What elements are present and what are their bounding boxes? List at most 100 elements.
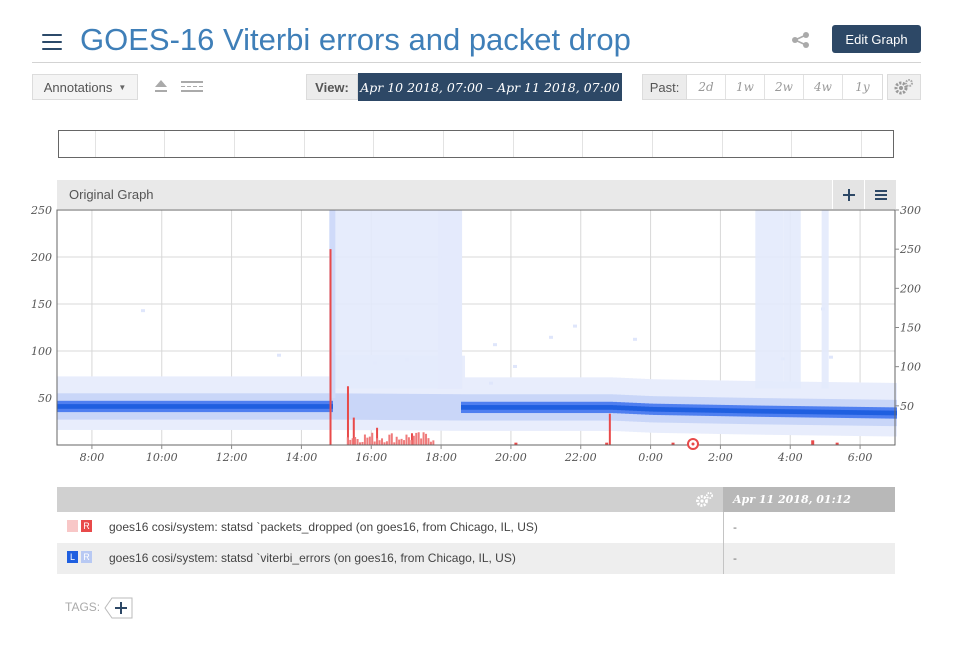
- heat-cell: [349, 354, 353, 431]
- packet-drop-bar: [429, 441, 432, 445]
- median-core: [541, 405, 545, 410]
- median-core: [101, 404, 105, 409]
- median-core: [653, 406, 657, 412]
- median-core: [125, 404, 129, 409]
- median-core: [801, 409, 805, 415]
- viterbi-median-band: [57, 400, 897, 419]
- swatch-axis-left[interactable]: L: [67, 551, 78, 563]
- packet-drop-bar: [373, 441, 376, 445]
- median-core: [625, 405, 629, 411]
- graph-plot[interactable]: 250 200 150 100 50 300 250 200 150 100 50 8:00 10:…: [0, 0, 953, 480]
- median-core: [121, 404, 125, 409]
- median-core: [613, 405, 617, 410]
- median-core: [741, 408, 745, 414]
- edit-graph-button[interactable]: Edit Graph: [832, 25, 921, 53]
- annotations-dropdown[interactable]: Annotations ▼: [32, 74, 138, 100]
- packet-drop-bar: [385, 441, 388, 445]
- add-graph-button[interactable]: [833, 180, 864, 209]
- median-core: [217, 404, 221, 409]
- median-core: [525, 405, 529, 410]
- median-core: [737, 408, 741, 414]
- legend-row[interactable]: L R goes16 cosi/system: statsd `viterbi_…: [57, 543, 895, 574]
- median-core: [461, 405, 465, 410]
- swatch-axis-right[interactable]: R: [81, 520, 92, 532]
- view-range-picker[interactable]: Apr 10 2018, 07:00 – Apr 11 2018, 07:00: [358, 73, 622, 101]
- packet-drop-bar: [361, 441, 364, 445]
- packet-drop-bar: [835, 442, 839, 445]
- median-core: [269, 404, 273, 409]
- median-core: [69, 404, 73, 409]
- legend-header: Apr 11 2018, 01:12: [57, 487, 895, 512]
- median-core: [85, 404, 89, 409]
- past-option-2w[interactable]: 2w: [765, 75, 804, 99]
- median-core: [661, 407, 665, 412]
- packet-drop-bar: [346, 437, 349, 445]
- median-core: [793, 409, 797, 415]
- median-core: [225, 404, 229, 409]
- heat-column: [755, 210, 784, 389]
- swatch-axis-right-unused[interactable]: R: [81, 551, 92, 563]
- graph-menu-button[interactable]: [865, 180, 896, 209]
- heat-cell: [461, 355, 465, 431]
- median-core: [165, 404, 169, 409]
- median-core: [257, 404, 261, 409]
- heat-cell: [413, 393, 417, 421]
- median-core: [301, 404, 305, 409]
- heat-cell: [405, 393, 409, 421]
- median-core: [505, 405, 509, 410]
- median-core: [201, 404, 205, 409]
- past-option-4w[interactable]: 4w: [804, 75, 843, 99]
- packet-drop-bar: [381, 438, 384, 445]
- past-option-1w[interactable]: 1w: [726, 75, 765, 99]
- legend-gears-icon[interactable]: [695, 491, 715, 508]
- heat-outlier: [513, 364, 517, 368]
- x-axis-tick: 4:00: [777, 451, 803, 464]
- median-core: [761, 408, 765, 414]
- past-option-2d[interactable]: 2d: [687, 75, 726, 99]
- median-core: [517, 405, 521, 410]
- median-core: [621, 405, 625, 411]
- heat-outlier: [633, 337, 637, 341]
- packet-drop-bar: [432, 440, 435, 445]
- median-core: [577, 405, 581, 410]
- annotations-label: Annotations: [43, 79, 113, 95]
- add-tag-button[interactable]: [104, 597, 133, 619]
- range-overview-box[interactable]: [58, 130, 894, 158]
- collapse-up-icon[interactable]: [154, 79, 168, 93]
- caret-down-icon: ▼: [118, 82, 127, 92]
- hamburger-menu-icon[interactable]: [42, 34, 62, 50]
- legend-series-name: goes16 cosi/system: statsd `viterbi_erro…: [109, 551, 516, 565]
- median-core: [489, 405, 493, 410]
- heat-cell: [453, 394, 457, 421]
- median-core: [321, 404, 325, 409]
- median-core: [785, 409, 789, 414]
- past-option-1y[interactable]: 1y: [843, 75, 882, 99]
- median-core: [309, 404, 313, 409]
- heat-cell: [393, 355, 397, 431]
- swatch-left-unused[interactable]: [67, 520, 78, 532]
- packet-drop-bar: [349, 439, 352, 445]
- x-axis-tick: 2:00: [707, 451, 733, 464]
- legend-row[interactable]: R goes16 cosi/system: statsd `packets_dr…: [57, 512, 895, 543]
- median-core: [745, 408, 749, 414]
- median-core: [477, 405, 481, 410]
- heat-cell: [425, 393, 429, 421]
- right-axis-tick: 250: [899, 243, 921, 256]
- packet-drop-bar: [425, 433, 428, 445]
- median-core: [689, 407, 693, 413]
- tags-label: TAGS:: [65, 600, 101, 614]
- packet-drop-bar: [403, 440, 406, 445]
- median-core: [873, 410, 877, 416]
- packet-drop-bar: [400, 438, 403, 445]
- packet-drop-bar: [605, 442, 609, 445]
- heat-outlier: [829, 355, 833, 359]
- heat-cell: [409, 355, 413, 431]
- share-icon[interactable]: [790, 31, 812, 49]
- packet-drop-bar: [356, 439, 359, 445]
- settings-button[interactable]: [887, 74, 921, 100]
- heat-cell: [357, 354, 361, 431]
- heat-cell: [385, 355, 389, 431]
- heat-cell: [401, 393, 405, 421]
- toggle-lines-icon[interactable]: [181, 79, 203, 93]
- median-core: [629, 405, 633, 411]
